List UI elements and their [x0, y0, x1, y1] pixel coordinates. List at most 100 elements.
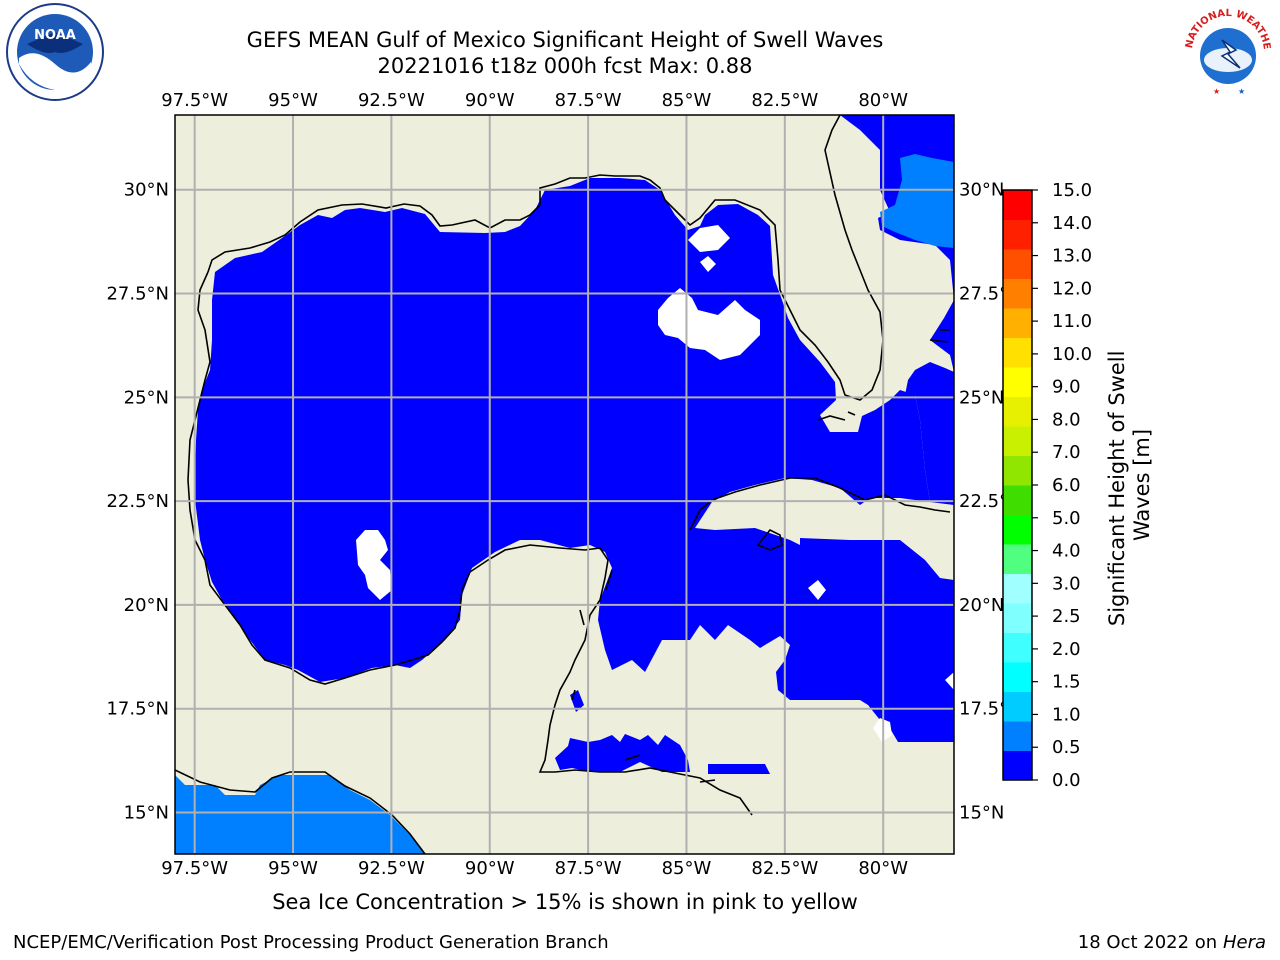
lon-label-bottom: 87.5°W [555, 858, 622, 879]
colorbar-segment [1003, 337, 1032, 368]
lat-label-right: 20°N [959, 595, 1004, 616]
lat-label-right: 30°N [959, 180, 1004, 201]
colorbar-segment [1003, 396, 1032, 427]
colorbar-segment [1003, 485, 1032, 515]
lon-label-bottom: 97.5°W [161, 858, 228, 879]
lon-label-bottom: 80°W [858, 858, 908, 879]
lon-label-top: 95°W [268, 90, 318, 111]
colorbar-segment [1003, 249, 1032, 279]
longitude-labels-top: 97.5°W 95°W 92.5°W 90°W 87.5°W 85°W 82.5°W 80°W [161, 90, 908, 111]
colorbar-segment [1003, 662, 1032, 692]
lon-label-top: 85°W [662, 90, 712, 111]
lat-label-left: 20°N [124, 595, 169, 616]
colorbar-tick-label: 2.5 [1052, 606, 1081, 627]
lon-label-top: 87.5°W [555, 90, 622, 111]
colorbar-tick-label: 5.0 [1052, 508, 1081, 529]
colorbar-tick-label: 1.0 [1052, 704, 1081, 725]
gulf-white-patch [808, 580, 826, 600]
colorbar-tick-label: 4.0 [1052, 541, 1081, 562]
colorbar-tick-label: 7.0 [1052, 442, 1081, 463]
lon-label-bottom: 92.5°W [358, 858, 425, 879]
footer-date: 18 Oct 2022 on Hera [1078, 932, 1266, 953]
gulf-white-patch [700, 256, 716, 272]
colorbar-segment [1003, 367, 1032, 397]
latitude-labels-left: 30°N 27.5°N 25°N 22.5°N 20°N 17.5°N 15°N [106, 180, 169, 824]
colorbar-label: Significant Height of Swell Waves [m] [1105, 344, 1154, 626]
colorbar: 0.0 0.5 1.0 1.5 2.0 2.5 3.0 4.0 5.0 6.0 7.0 8.0 9.0 1… [1002, 180, 1092, 791]
colorbar-tick-label: 1.5 [1052, 672, 1081, 693]
gulf-white-patch [356, 530, 392, 600]
lat-label-left: 30°N [124, 180, 169, 201]
caribbean-swell-field [555, 734, 690, 772]
svg-text:★: ★ [1213, 87, 1220, 96]
colorbar-segment [1003, 514, 1032, 545]
colorbar-tick-label: 12.0 [1052, 278, 1092, 299]
colorbar-segment [1003, 750, 1032, 781]
longitude-labels-bottom: 97.5°W 95°W 92.5°W 90°W 87.5°W 85°W 82.5°W 80°W [161, 858, 908, 879]
lat-label-left: 22.5°N [106, 491, 169, 512]
colorbar-segment [1003, 426, 1032, 456]
lat-label-right: 25°N [959, 387, 1004, 408]
colorbar-segment [1003, 455, 1032, 486]
lat-label-left: 17.5°N [106, 699, 169, 720]
colorbar-tick-label: 11.0 [1052, 311, 1092, 332]
map-frame [174, 114, 955, 855]
lon-label-top: 82.5°W [751, 90, 818, 111]
colorbar-segment [1003, 190, 1032, 220]
lon-label-top: 92.5°W [358, 90, 425, 111]
chart-subtitle: 20221016 t18z 000h fcst Max: 0.88 [377, 54, 753, 78]
footer-host: Hera [1222, 932, 1266, 953]
gulf-white-patch [688, 225, 730, 252]
lat-label-left: 15°N [124, 802, 169, 823]
gulf-white-patch [658, 288, 760, 360]
colorbar-tick-label: 2.0 [1052, 639, 1081, 660]
map-canvas [175, 115, 954, 854]
noaa-logo: NOAA [6, 3, 104, 101]
lat-label-left: 27.5°N [106, 284, 169, 305]
colorbar-tick-label: 8.0 [1052, 409, 1081, 430]
colorbar-segment [1003, 632, 1032, 663]
colorbar-tick-label: 14.0 [1052, 213, 1092, 234]
pacific-swell-field [175, 775, 425, 854]
sea-ice-note: Sea Ice Concentration > 15% is shown in … [272, 890, 858, 914]
colorbar-segment [1003, 278, 1032, 309]
lat-label-right: 15°N [959, 802, 1004, 823]
colorbar-label-line1: Significant Height of Swell [1105, 351, 1129, 627]
colorbar-tick-label: 10.0 [1052, 344, 1092, 365]
lat-label-left: 25°N [124, 387, 169, 408]
lon-label-bottom: 90°W [465, 858, 515, 879]
colorbar-segment [1003, 603, 1032, 633]
colorbar-tick-label: 0.0 [1052, 770, 1081, 791]
colorbar-tick-label: 13.0 [1052, 246, 1092, 267]
colorbar-segment [1003, 219, 1032, 250]
noaa-logo-text: NOAA [34, 28, 76, 43]
lon-label-bottom: 82.5°W [751, 858, 818, 879]
colorbar-tick-label: 6.0 [1052, 475, 1081, 496]
chart-title: GEFS MEAN Gulf of Mexico Significant Hei… [246, 28, 884, 52]
caribbean-swell-field [708, 764, 770, 774]
footer-date-text: 18 Oct 2022 on [1077, 932, 1223, 953]
lon-label-top: 97.5°W [161, 90, 228, 111]
footer-credit: NCEP/EMC/Verification Post Processing Pr… [13, 932, 609, 953]
colorbar-segment [1003, 721, 1032, 751]
colorbar-label-line2: Waves [m] [1130, 429, 1154, 541]
nws-logo: NATIONAL WEATHER SERVICE ★ ★ [1178, 2, 1276, 100]
colorbar-segment [1003, 544, 1032, 574]
lon-label-top: 80°W [858, 90, 908, 111]
colorbar-segment [1003, 308, 1032, 338]
graticule [175, 115, 954, 854]
colorbar-tick-label: 9.0 [1052, 377, 1081, 398]
colorbar-segment [1003, 573, 1032, 604]
gulf-swell-field [195, 178, 954, 742]
colorbar-tick-label: 3.0 [1052, 573, 1081, 594]
atlantic-swell-field-mid [880, 154, 954, 248]
lon-label-top: 90°W [465, 90, 515, 111]
lon-label-bottom: 95°W [268, 858, 318, 879]
lon-label-bottom: 85°W [662, 858, 712, 879]
gulf-white-patch [945, 672, 954, 690]
colorbar-segment [1003, 691, 1032, 722]
colorbar-tick-label: 15.0 [1052, 180, 1092, 201]
colorbar-tick-label: 0.5 [1052, 737, 1081, 758]
svg-text:★: ★ [1238, 87, 1245, 96]
